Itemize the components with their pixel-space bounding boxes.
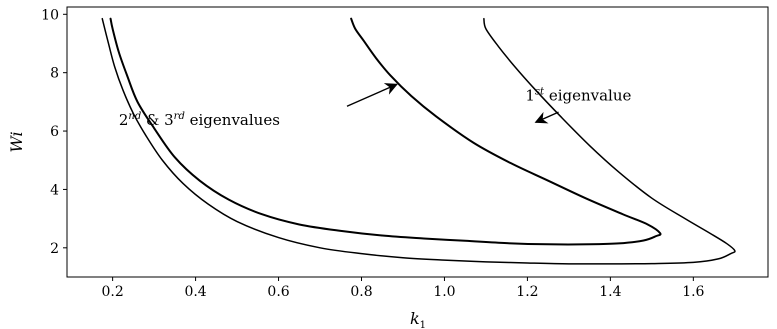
x-tick-label: 1.4 (599, 284, 621, 300)
x-tick-label: 1.6 (682, 284, 704, 300)
x-tick-label: 1.2 (516, 284, 538, 300)
y-tick-label: 8 (50, 66, 59, 82)
x-axis: 0.2 0.4 0.6 0.8 1.0 1.2 1.4 1.6 (101, 277, 705, 300)
annotation-arrow-2 (534, 111, 559, 124)
annotation-label-1: 2nd & 3rd eigenvalues (119, 111, 280, 129)
x-tick-label: 1.0 (433, 284, 455, 300)
y-axis-label: Wi (7, 131, 26, 152)
x-axis-label: k1 (410, 309, 426, 329)
annotation-text-part: eigenvalues (185, 111, 280, 129)
annotation-text-part: 1 (525, 86, 535, 104)
x-axis-label-subscript: 1 (420, 320, 426, 329)
annotation-text-part: eigenvalue (544, 86, 631, 104)
x-tick-label: 0.4 (184, 284, 206, 300)
plot-area (101, 17, 736, 265)
annotations: 2nd & 3rd eigenvalues 1st eigenvalue (119, 83, 632, 129)
annotation-label-2: 1st eigenvalue (525, 86, 631, 104)
y-tick-label: 6 (50, 124, 59, 140)
y-axis: 2 4 6 8 10 (41, 7, 67, 257)
annotation-text-part: rd (174, 111, 185, 122)
eigenvalue-curve-2 (109, 17, 662, 246)
y-tick-label: 2 (50, 241, 59, 257)
annotation-arrow-1 (346, 83, 398, 107)
x-tick-label: 0.8 (350, 284, 372, 300)
x-tick-label: 0.2 (101, 284, 123, 300)
annotation-text-part: 2 (119, 111, 129, 129)
x-tick-label: 0.6 (267, 284, 289, 300)
y-tick-label: 10 (41, 7, 59, 23)
annotation-text-part: nd (128, 111, 141, 122)
annotation-text-part: st (535, 86, 545, 97)
plot-frame (66, 6, 769, 278)
eigenvalue-curve-1 (101, 17, 736, 265)
y-tick-label: 4 (50, 182, 59, 198)
annotation-text-part: & 3 (141, 111, 173, 129)
